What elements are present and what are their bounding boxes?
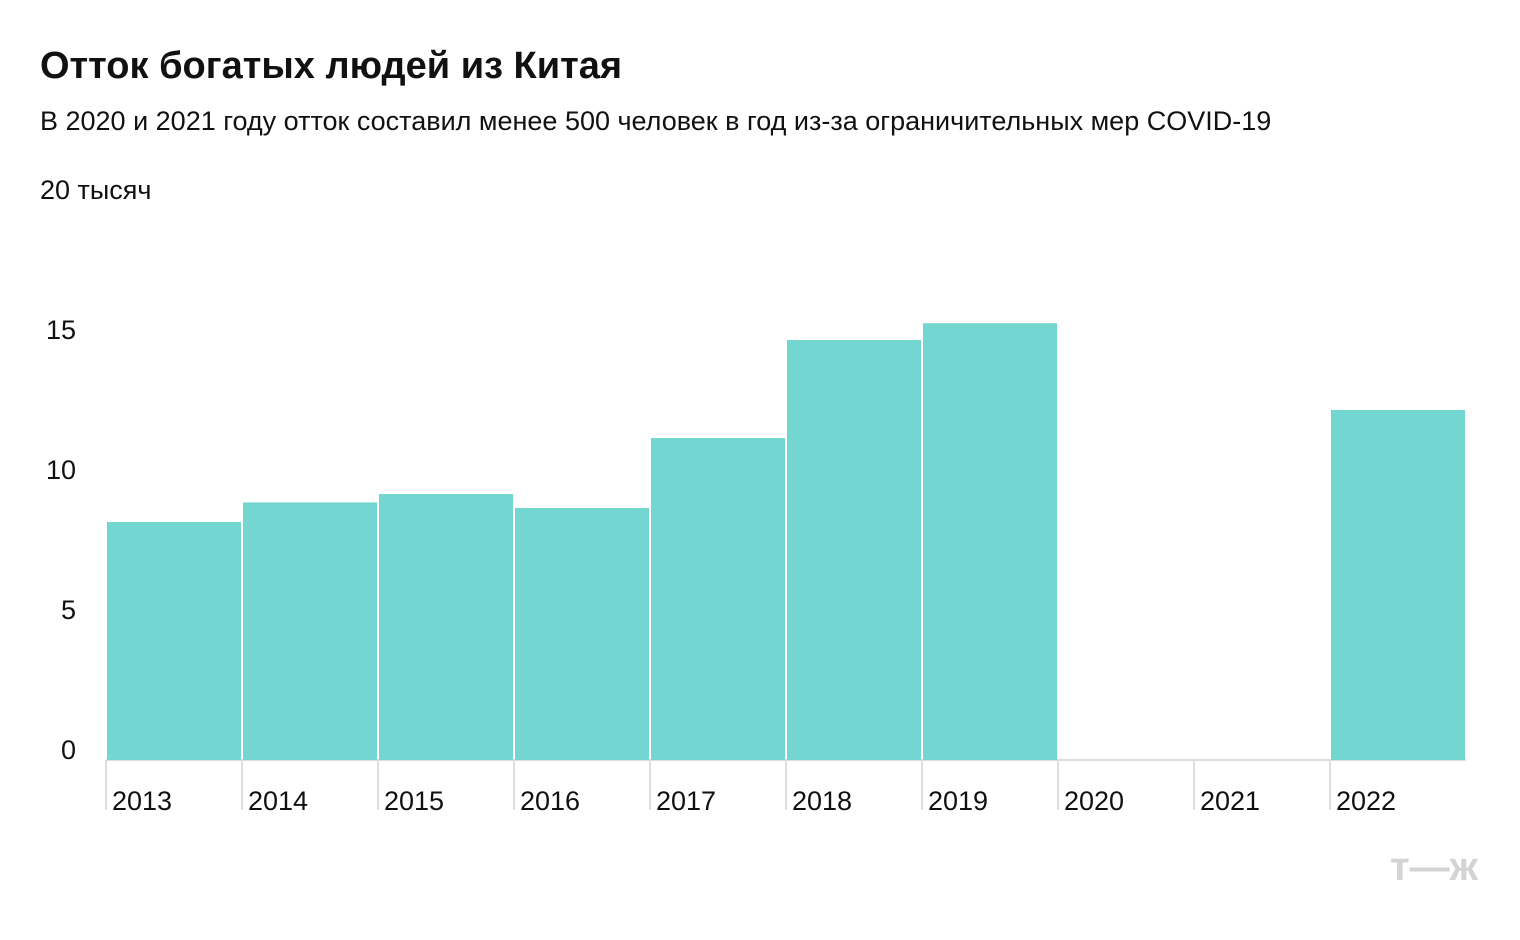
bar [787, 340, 921, 760]
y-tick-label: 20 тысяч [40, 175, 152, 205]
x-tick-label: 2013 [112, 786, 172, 816]
logo: т—ж [1390, 845, 1479, 889]
bar [923, 323, 1057, 760]
bar [243, 502, 377, 760]
bar [1331, 410, 1465, 760]
x-tick-label: 2015 [384, 786, 444, 816]
chart-subtitle: В 2020 и 2021 году отток составил менее … [40, 106, 1271, 136]
bar [107, 522, 241, 760]
y-tick-label: 15 [46, 315, 76, 345]
x-tick-label: 2017 [656, 786, 716, 816]
bar [515, 508, 649, 760]
y-tick-label: 10 [46, 455, 76, 485]
y-tick-label: 5 [61, 595, 76, 625]
bar [379, 494, 513, 760]
x-tick-label: 2020 [1064, 786, 1124, 816]
x-tick-label: 2022 [1336, 786, 1396, 816]
bar [651, 438, 785, 760]
x-tick-label: 2018 [792, 786, 852, 816]
chart-title: Отток богатых людей из Китая [40, 45, 622, 87]
x-tick-label: 2019 [928, 786, 988, 816]
x-tick-label: 2014 [248, 786, 308, 816]
x-tick-label: 2021 [1200, 786, 1260, 816]
y-tick-label: 0 [61, 735, 76, 765]
x-tick-label: 2016 [520, 786, 580, 816]
